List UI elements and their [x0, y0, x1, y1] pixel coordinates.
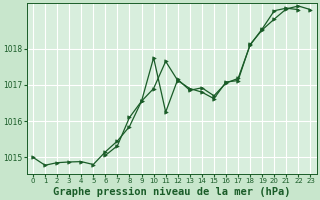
X-axis label: Graphe pression niveau de la mer (hPa): Graphe pression niveau de la mer (hPa) — [53, 186, 291, 197]
